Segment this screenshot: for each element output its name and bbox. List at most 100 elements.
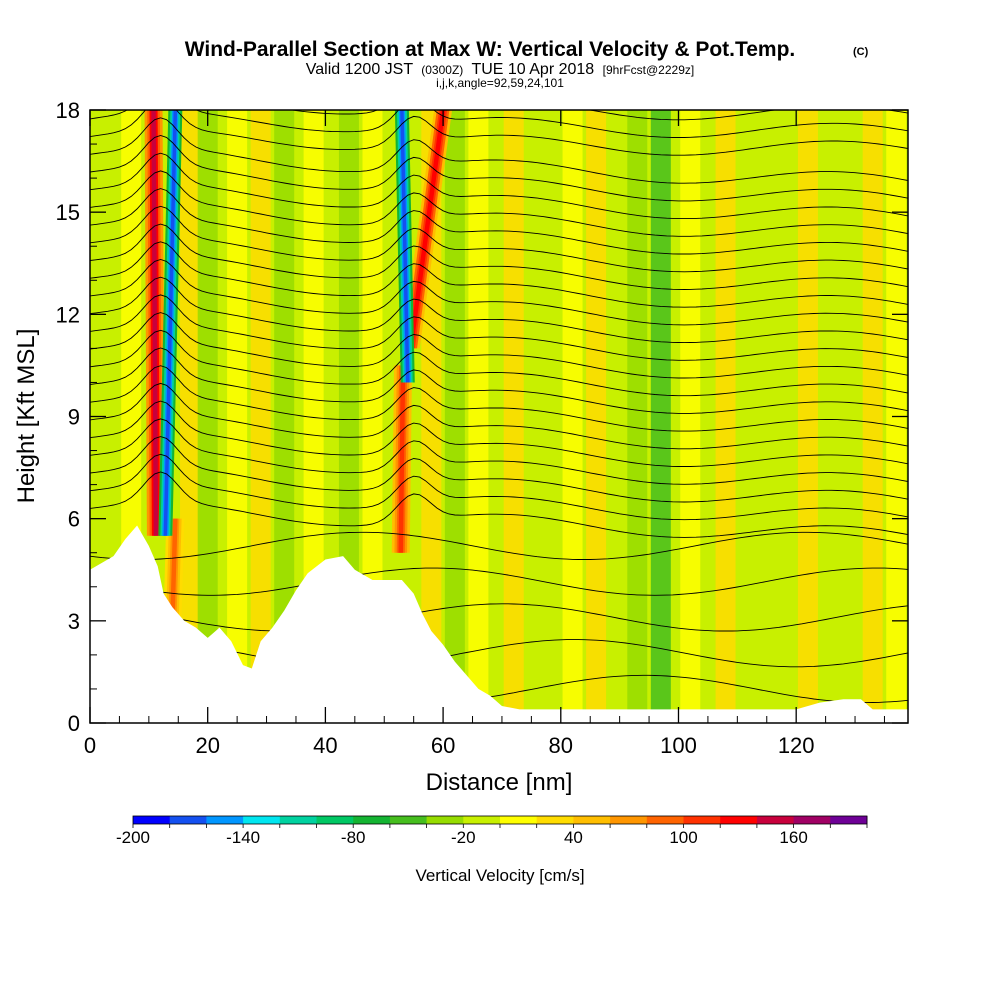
theta-contour [90, 259, 908, 326]
theta-contour [90, 329, 908, 397]
colorbar-swatch [646, 816, 684, 824]
colorbar-tick-label: 100 [669, 828, 697, 847]
theta-contour [90, 241, 908, 308]
y-tick-label: 3 [68, 609, 80, 634]
theta-contour [90, 188, 908, 255]
x-tick-label: 60 [431, 733, 455, 758]
y-tick-label: 12 [56, 302, 80, 327]
field-streak [533, 110, 554, 723]
colorbar-swatch [756, 816, 795, 824]
field-streak [362, 110, 383, 723]
updraft-core [408, 110, 446, 349]
x-axis-label: Distance [nm] [426, 769, 573, 796]
colorbar-swatch [720, 816, 758, 824]
y-tick-label: 0 [68, 711, 80, 736]
theta-contour [90, 471, 908, 538]
chart-title-group: Wind-Parallel Section at Max W: Vertical… [185, 38, 869, 90]
theta-contour [90, 567, 908, 596]
x-tick-label: 20 [195, 733, 219, 758]
colorbar-swatch [316, 816, 354, 824]
colorbar-swatch [133, 816, 171, 824]
theta-contour [90, 117, 908, 184]
colorbar-swatch [830, 816, 868, 824]
theta-contour [90, 382, 908, 450]
y-tick-label: 6 [68, 507, 80, 532]
colorbar-swatch [683, 816, 721, 824]
theta-contour [90, 436, 908, 503]
field-streak [250, 110, 271, 723]
theta-contour [90, 418, 908, 485]
colorbar-swatch [206, 816, 244, 824]
chart-subtitle: Valid 1200 JST (0300Z) TUE 10 Apr 2018 [… [306, 61, 694, 78]
downdraft-core [400, 110, 410, 383]
subtitle-part-date: TUE 10 Apr 2018 [471, 61, 594, 78]
colorbar: -200 -140 -80 -20 40 100 160 [116, 815, 868, 847]
y-axis: 0 3 6 9 12 15 18 [56, 98, 908, 736]
theta-contour [90, 135, 908, 202]
colorbar-swatch [793, 816, 831, 824]
updraft-core [398, 365, 406, 553]
field-streak [756, 110, 777, 723]
theta-contour [90, 365, 908, 432]
x-tick-label: 80 [549, 733, 573, 758]
theta-contour [90, 0, 908, 14]
colorbar-swatch [500, 816, 538, 824]
colorbar-swatch [389, 816, 428, 824]
theta-contour [90, 0, 908, 31]
y-axis-label: Height [Kft MSL] [13, 329, 40, 504]
colorbar-tick-label: 40 [564, 828, 583, 847]
updraft-core [151, 110, 159, 536]
colorbar-swatch [279, 816, 317, 824]
terrain-mask [90, 525, 908, 723]
field-streak [650, 110, 671, 723]
field-streak [715, 110, 736, 723]
theta-contour [90, 205, 908, 273]
subtitle-part-valid: Valid 1200 JST [306, 61, 414, 78]
theta-contour [90, 603, 908, 632]
subtitle-part-fcst: [9hrFcst@2229z] [603, 63, 695, 77]
x-tick-label: 120 [778, 733, 815, 758]
colorbar-tick-label: -140 [226, 828, 260, 847]
colorbar-swatch [169, 816, 207, 824]
theta-contour [90, 152, 908, 220]
chart-title: Wind-Parallel Section at Max W: Vertical… [185, 38, 796, 61]
colorbar-tick-label: 160 [779, 828, 807, 847]
colorbar-swatch [573, 816, 611, 824]
field-streak [833, 110, 854, 723]
field-streak [627, 110, 648, 723]
theta-contour [90, 400, 908, 467]
colorbar-tick-label: -20 [451, 828, 476, 847]
plot-area [90, 0, 908, 723]
field-streak [444, 110, 465, 723]
colorbar-swatch [426, 816, 464, 824]
theta-contour [90, 276, 908, 344]
field-streak [862, 110, 883, 723]
field-streak [797, 110, 818, 723]
colorbar-swatch [536, 816, 574, 824]
colorbar-label: Vertical Velocity [cm/s] [415, 866, 584, 885]
field-streak [227, 110, 248, 723]
theta-contour [90, 294, 908, 361]
x-tick-label: 100 [660, 733, 697, 758]
theta-contour [90, 347, 908, 414]
subtitle-part-utc: (0300Z) [421, 63, 463, 77]
colorbar-tick-label: -80 [341, 828, 366, 847]
theta-contour [90, 312, 908, 379]
y-tick-label: 18 [56, 98, 80, 123]
x-axis: 0 20 40 60 80 100 120 [84, 110, 885, 758]
theta-contour [90, 170, 908, 237]
colorbar-swatch [610, 816, 648, 824]
field-streak [680, 110, 701, 723]
field-streak [503, 110, 524, 723]
x-tick-label: 40 [313, 733, 337, 758]
theta-contour [90, 223, 908, 290]
colorbar-swatch [463, 816, 501, 824]
colorbar-swatch [353, 816, 391, 824]
theta-contour [90, 110, 908, 156]
colorbar-swatch [243, 816, 281, 824]
chart-subtitle-2: i,j,k,angle=92,59,24,101 [436, 76, 564, 90]
downdraft-core [163, 110, 178, 536]
theta-contour [90, 110, 908, 138]
field-streak [468, 110, 489, 723]
colorbar-tick-label: -200 [116, 828, 150, 847]
